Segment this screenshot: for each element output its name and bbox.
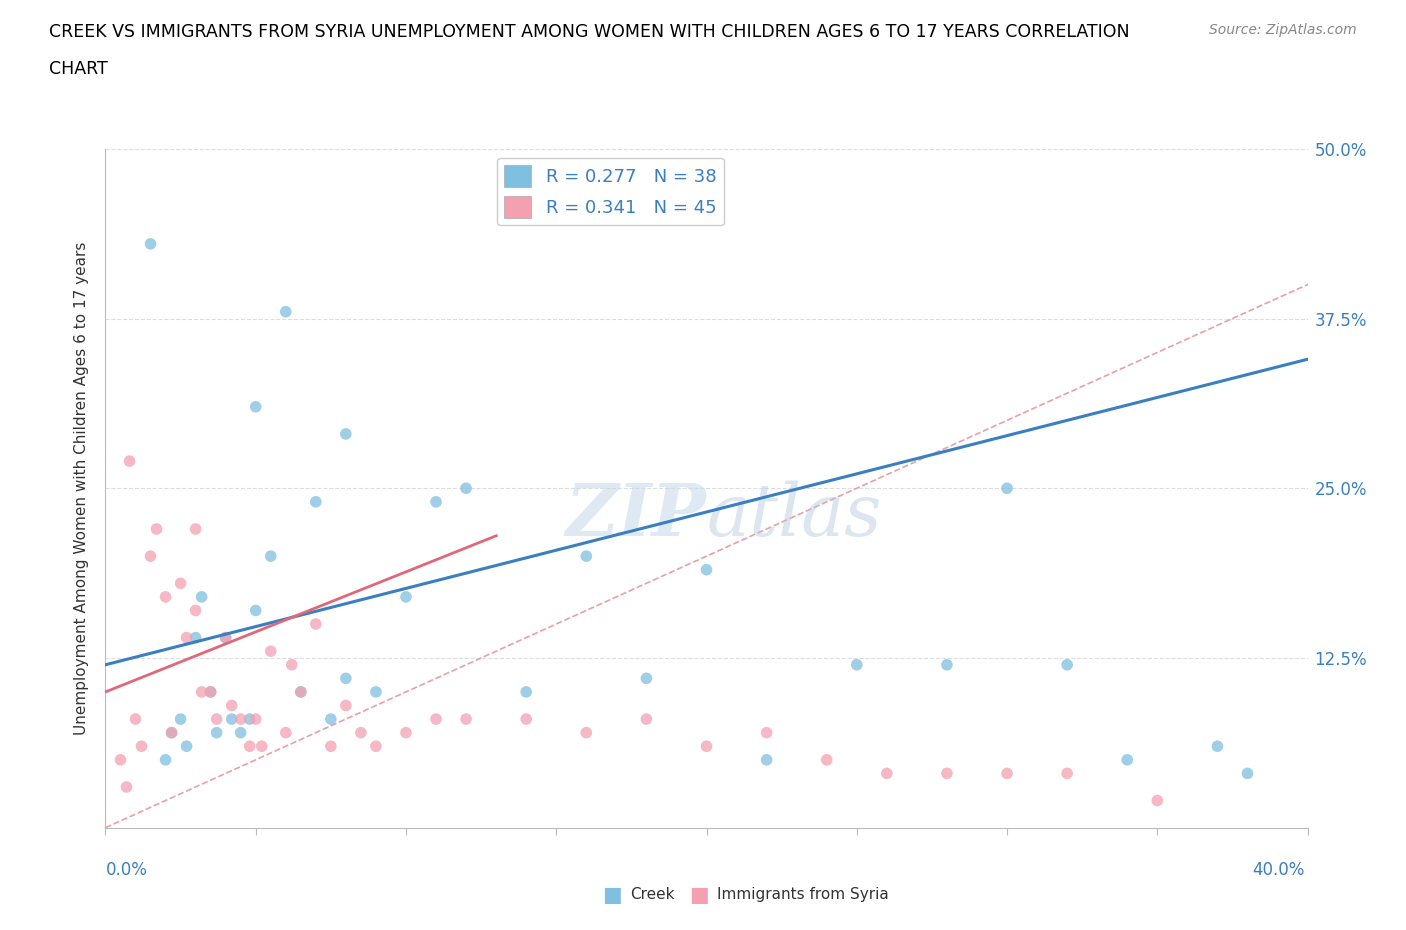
Point [190,590,212,604]
Point [936,658,959,672]
Point [214,631,236,645]
Point [305,617,328,631]
Legend: R = 0.277   N = 38, R = 0.341   N = 45: R = 0.277 N = 38, R = 0.341 N = 45 [498,158,724,225]
Point [239,738,262,753]
Point [364,684,387,699]
Point [184,603,207,618]
Point [515,684,537,699]
Point [395,590,418,604]
Point [696,738,718,753]
Point [274,304,297,319]
Text: Source: ZipAtlas.com: Source: ZipAtlas.com [1209,23,1357,37]
Point [124,711,146,726]
Point [205,711,228,726]
Point [176,631,198,645]
Point [515,711,537,726]
Point [145,522,167,537]
Point [1236,766,1258,781]
Point [350,725,373,740]
Point [205,725,228,740]
Point [139,236,162,251]
Text: 0.0%: 0.0% [105,860,148,879]
Point [245,603,267,618]
Point [115,779,138,794]
Text: CREEK VS IMMIGRANTS FROM SYRIA UNEMPLOYMENT AMONG WOMEN WITH CHILDREN AGES 6 TO : CREEK VS IMMIGRANTS FROM SYRIA UNEMPLOYM… [49,23,1130,41]
Point [184,522,207,537]
Point [155,752,177,767]
Point [1056,766,1078,781]
Point [755,725,778,740]
Point [1206,738,1229,753]
Point [229,711,252,726]
Point [160,725,183,740]
Point [305,495,328,510]
Point [636,711,658,726]
Point [110,752,132,767]
Point [260,644,283,658]
Point [319,711,342,726]
Point [335,671,357,685]
Text: Creek: Creek [630,887,675,902]
Text: ■: ■ [602,884,621,905]
Point [239,711,262,726]
Point [575,725,598,740]
Point [281,658,304,672]
Point [260,549,283,564]
Text: 40.0%: 40.0% [1253,860,1305,879]
Point [290,684,312,699]
Point [395,725,418,740]
Point [229,725,252,740]
Text: CHART: CHART [49,60,108,78]
Point [250,738,273,753]
Point [1116,752,1139,767]
Point [160,725,183,740]
Point [200,684,222,699]
Point [845,658,868,672]
Point [425,711,447,726]
Point [221,698,243,713]
Point [139,549,162,564]
Text: ZIP: ZIP [565,480,707,551]
Point [1056,658,1078,672]
Point [155,590,177,604]
Point [696,563,718,578]
Point [364,738,387,753]
Text: Immigrants from Syria: Immigrants from Syria [717,887,889,902]
Point [274,725,297,740]
Point [184,631,207,645]
Point [454,481,477,496]
Point [245,399,267,414]
Y-axis label: Unemployment Among Women with Children Ages 6 to 17 years: Unemployment Among Women with Children A… [75,242,90,735]
Point [575,549,598,564]
Point [200,684,222,699]
Point [936,766,959,781]
Point [815,752,838,767]
Point [636,671,658,685]
Point [454,711,477,726]
Point [169,711,191,726]
Point [1146,793,1168,808]
Point [118,454,141,469]
Text: ■: ■ [689,884,709,905]
Point [876,766,898,781]
Point [214,631,236,645]
Point [425,495,447,510]
Point [190,684,212,699]
Text: atlas: atlas [707,480,882,551]
Point [131,738,153,753]
Point [755,752,778,767]
Point [176,738,198,753]
Point [335,698,357,713]
Point [995,481,1018,496]
Point [335,427,357,442]
Point [290,684,312,699]
Point [245,711,267,726]
Point [319,738,342,753]
Point [169,576,191,591]
Point [995,766,1018,781]
Point [221,711,243,726]
